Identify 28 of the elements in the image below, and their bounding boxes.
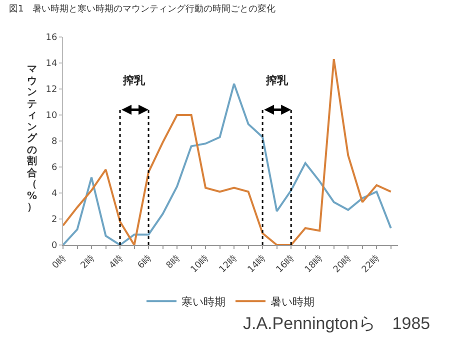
legend-label: 寒い時期 — [182, 295, 226, 308]
y-tick-label: 14 — [46, 59, 58, 70]
x-tick-label: 20時 — [331, 252, 354, 276]
y-tick-label: 12 — [46, 85, 58, 96]
x-tick-label: 12時 — [217, 252, 240, 276]
text: マウンティングの割合（%） — [26, 64, 38, 213]
y-tick-label: 10 — [46, 111, 58, 122]
legend-label: 暑い時期 — [270, 295, 314, 308]
ref-line-label: 搾乳 — [265, 74, 289, 87]
y-tick-label: 2 — [51, 215, 58, 226]
ref-line-label: 搾乳 — [122, 74, 146, 87]
y-tick-label: 16 — [46, 33, 58, 44]
chart-title: 図1 暑い時期と寒い時期のマウンティング行動の時間ごとの変化 — [9, 3, 276, 14]
y-tick-label: 8 — [51, 137, 58, 148]
y-tick-label: 6 — [51, 163, 58, 174]
x-tick-label: 14時 — [246, 252, 268, 276]
text: J.A.Penningtonら 1985 — [243, 314, 430, 333]
x-tick-label: 0時 — [50, 252, 68, 272]
x-tick-label: 6時 — [136, 252, 154, 272]
x-tick-label: 16時 — [274, 252, 296, 276]
x-tick-label: 4時 — [107, 252, 126, 272]
x-tick-label: 18時 — [302, 252, 325, 276]
x-tick-label: 8時 — [164, 252, 182, 272]
x-tick-label: 2時 — [78, 252, 97, 272]
x-tick-label: 10時 — [188, 252, 211, 276]
x-tick-label: 22時 — [360, 252, 382, 276]
y-tick-label: 0 — [51, 241, 58, 252]
y-tick-label: 4 — [51, 189, 58, 200]
